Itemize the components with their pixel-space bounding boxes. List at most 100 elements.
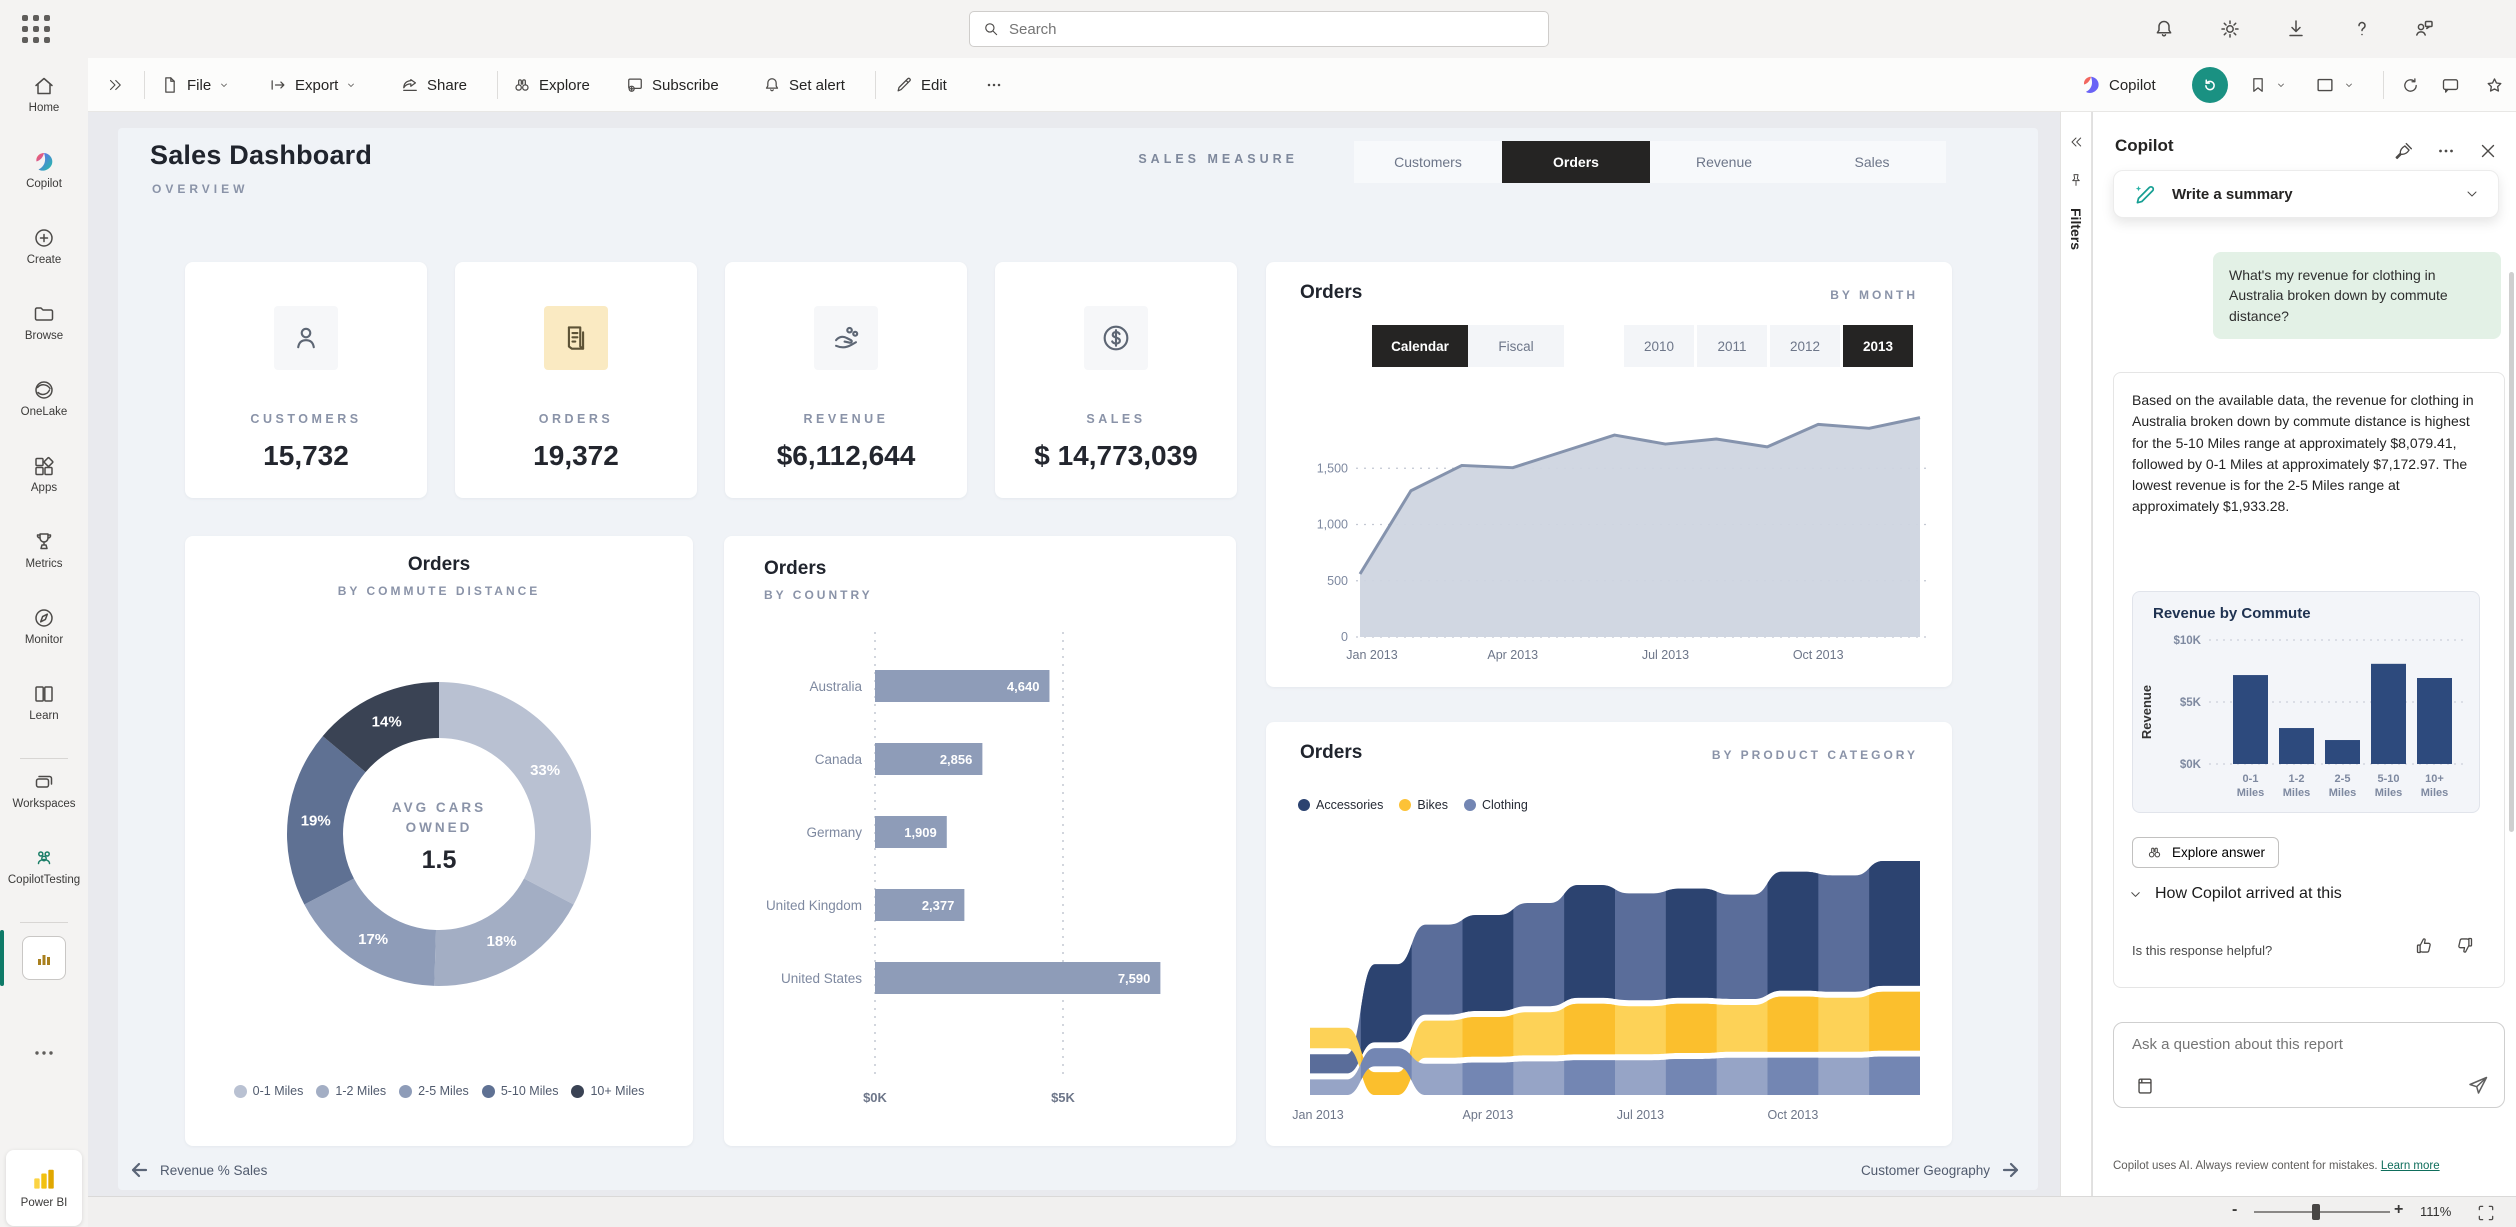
kpi-card-revenue[interactable]: REVENUE $6,112,644 — [725, 262, 967, 498]
year-button-2012[interactable]: 2012 — [1770, 325, 1840, 367]
kpi-card-customers[interactable]: CUSTOMERS 15,732 — [185, 262, 427, 498]
sidebar-item-onelake[interactable]: OneLake — [0, 378, 88, 419]
kpi-card-orders[interactable]: ORDERS 19,372 — [455, 262, 697, 498]
sidebar-item-apps[interactable]: Apps — [0, 454, 88, 495]
legend-item[interactable]: Clothing — [1463, 798, 1528, 812]
feedback-icon[interactable] — [2412, 17, 2436, 41]
chart-card-orders-by-commute: Orders BY COMMUTE DISTANCE 33% 18% 17% 19% 1… — [185, 536, 693, 1146]
notifications-icon[interactable] — [2152, 17, 2176, 41]
bookmark-menu[interactable] — [2248, 58, 2287, 112]
sidebar-item-home[interactable]: Home — [0, 74, 88, 115]
tab-revenue[interactable]: Revenue — [1650, 141, 1798, 183]
svg-text:Revenue: Revenue — [2139, 685, 2154, 739]
ribbon-chart-product-category[interactable]: Jan 2013 Apr 2013 Jul 2013 Oct 2013 — [1266, 822, 1952, 1132]
app-launcher-icon[interactable] — [22, 15, 50, 43]
area-chart-orders-by-month[interactable]: 0 500 1,000 1,500 Jan 2013 Apr 2013 Jul 2013 Oc… — [1266, 372, 1952, 672]
svg-text:Australia: Australia — [809, 679, 862, 694]
export-menu[interactable]: Export — [268, 58, 357, 112]
legend-item[interactable]: Accessories — [1298, 798, 1383, 812]
sidebar-more-icon[interactable] — [32, 1048, 56, 1058]
toggle-calendar[interactable]: Calendar — [1372, 325, 1468, 367]
bar-chart-orders-by-country[interactable]: $0K $5K Australia 4,640 Canada 2,856 Germany 1,… — [724, 536, 1236, 1146]
sidebar-item-copilottesting[interactable]: CopilotTesting — [0, 846, 88, 887]
pin-icon[interactable] — [2068, 172, 2084, 188]
copilot-input-box[interactable] — [2113, 1022, 2505, 1108]
filters-pane-label[interactable]: Filters — [2068, 208, 2084, 251]
svg-text:1,909: 1,909 — [904, 825, 937, 840]
svg-text:1-2: 1-2 — [2289, 773, 2305, 785]
legend-item[interactable]: 0-1 Miles — [233, 1084, 303, 1098]
legend-dot — [571, 1084, 585, 1098]
thumbs-down-icon[interactable] — [2454, 935, 2475, 956]
explore-button[interactable]: Explore — [512, 58, 590, 112]
download-icon[interactable] — [2284, 17, 2308, 41]
zoom-in-button[interactable]: + — [2394, 1201, 2404, 1218]
clear-chat-broom-icon[interactable] — [2393, 140, 2415, 162]
copilot-bar-chart[interactable]: $0K $5K $10K 0-1 Miles 1-2 Miles 2-5 Miles 5-10 Mi… — [2133, 592, 2481, 814]
global-search[interactable] — [969, 11, 1549, 47]
prev-page-nav[interactable]: Revenue % Sales — [126, 1158, 267, 1182]
thumbs-up-icon[interactable] — [2414, 935, 2435, 956]
fit-to-page-icon[interactable] — [2476, 1203, 2496, 1223]
sidebar-item-workspaces[interactable]: Workspaces — [0, 770, 88, 811]
sidebar-item-learn[interactable]: Learn — [0, 682, 88, 723]
zoom-slider-handle[interactable] — [2312, 1204, 2320, 1220]
sidebar-item-browse[interactable]: Browse — [0, 302, 88, 343]
legend-item[interactable]: 1-2 Miles — [316, 1084, 386, 1098]
share-button[interactable]: Share — [400, 58, 467, 112]
collapse-pane-icon[interactable] — [2068, 134, 2084, 150]
notebook-icon[interactable] — [2134, 1075, 2156, 1097]
zoom-out-button[interactable]: - — [2232, 1201, 2238, 1218]
learn-more-link[interactable]: Learn more — [2380, 1160, 2440, 1172]
expand-nav-icon[interactable] — [106, 58, 124, 112]
legend-item[interactable]: Bikes — [1399, 798, 1448, 812]
write-summary-suggestion[interactable]: Write a summary — [2113, 170, 2499, 218]
comment-icon[interactable] — [2440, 58, 2461, 112]
close-icon[interactable] — [2477, 140, 2499, 162]
svg-text:Apr 2013: Apr 2013 — [1487, 648, 1538, 662]
help-icon[interactable] — [2350, 17, 2374, 41]
reset-filters-button[interactable] — [2192, 67, 2228, 103]
copilot-more-icon[interactable] — [2435, 140, 2457, 162]
edit-button[interactable]: Edit — [894, 58, 947, 112]
how-copilot-arrived-toggle[interactable]: How Copilot arrived at this — [2128, 885, 2342, 903]
legend-item[interactable]: 10+ Miles — [571, 1084, 644, 1098]
send-icon[interactable] — [2466, 1073, 2490, 1097]
settings-gear-icon[interactable] — [2218, 17, 2242, 41]
alert-bell-icon — [762, 75, 782, 95]
set-alert-button[interactable]: Set alert — [762, 58, 845, 112]
sidebar-item-current-report[interactable] — [22, 936, 66, 980]
toolbar-more-icon[interactable] — [984, 58, 1004, 112]
svg-text:Oct 2013: Oct 2013 — [1768, 1108, 1819, 1122]
legend-item[interactable]: 5-10 Miles — [481, 1084, 558, 1098]
svg-text:17%: 17% — [358, 931, 388, 948]
year-button-2010[interactable]: 2010 — [1624, 325, 1694, 367]
refresh-icon[interactable] — [2400, 58, 2421, 112]
next-page-nav[interactable]: Customer Geography — [1861, 1158, 2024, 1182]
trophy-icon — [32, 530, 56, 554]
favorite-star-icon[interactable] — [2484, 58, 2505, 112]
view-menu[interactable] — [2314, 58, 2355, 112]
legend-item[interactable]: 2-5 Miles — [399, 1084, 469, 1098]
sidebar-item-power-bi[interactable]: Power BI — [6, 1150, 82, 1226]
tab-orders[interactable]: Orders — [1502, 141, 1650, 183]
sidebar-item-copilot[interactable]: Copilot — [0, 150, 88, 191]
panel-scrollbar[interactable] — [2509, 272, 2514, 832]
zoom-slider-track[interactable] — [2254, 1211, 2390, 1213]
toggle-fiscal[interactable]: Fiscal — [1468, 325, 1564, 367]
explore-answer-button[interactable]: Explore answer — [2132, 837, 2280, 868]
copilot-toggle-button[interactable]: Copilot — [2080, 58, 2156, 112]
sidebar-item-create[interactable]: Create — [0, 226, 88, 267]
tab-sales[interactable]: Sales — [1798, 141, 1946, 183]
donut-chart-commute-distance[interactable]: 33% 18% 17% 19% 14% AVG CARS OWNED 1.5 — [185, 616, 693, 1066]
subscribe-button[interactable]: Subscribe — [625, 58, 719, 112]
year-button-2011[interactable]: 2011 — [1697, 325, 1767, 367]
sidebar-item-monitor[interactable]: Monitor — [0, 606, 88, 647]
year-button-2013[interactable]: 2013 — [1843, 325, 1913, 367]
copilot-question-input[interactable] — [2132, 1036, 2482, 1053]
file-menu[interactable]: File — [160, 58, 230, 112]
tab-customers[interactable]: Customers — [1354, 141, 1502, 183]
sidebar-item-metrics[interactable]: Metrics — [0, 530, 88, 571]
search-input[interactable] — [1009, 20, 1536, 38]
kpi-card-sales[interactable]: SALES $ 14,773,039 — [995, 262, 1237, 498]
